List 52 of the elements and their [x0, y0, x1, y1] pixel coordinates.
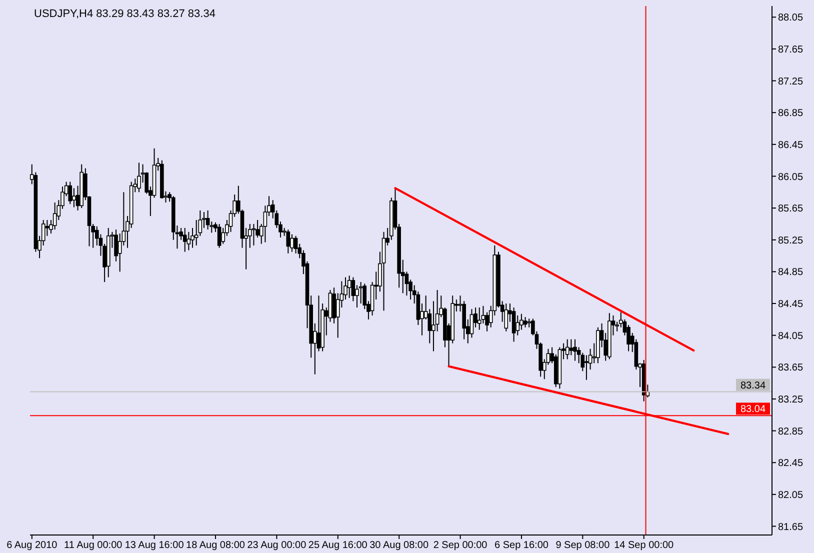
x-tick-label: 2 Sep 00:00	[433, 540, 488, 552]
candlestick	[573, 338, 577, 362]
candlestick	[347, 275, 352, 298]
candlestick	[584, 354, 588, 380]
y-tick-label: 88.05	[778, 12, 804, 24]
y-tick-label: 86.85	[778, 108, 804, 120]
candlestick	[217, 223, 222, 248]
ref-line-label: 83.34	[740, 380, 766, 392]
y-tick-label: 84.45	[778, 299, 804, 310]
candlestick	[290, 234, 294, 252]
y-tick-label: 87.65	[778, 44, 804, 56]
x-tick-label: 11 Aug 00:00	[64, 540, 123, 552]
ref-line-label: 83.04	[740, 404, 766, 416]
candlestick	[565, 338, 570, 360]
y-tick-label: 84.05	[778, 330, 804, 342]
y-tick-label: 82.05	[778, 490, 804, 501]
candlestick	[206, 210, 210, 230]
x-tick-label: 25 Aug 16:00	[308, 540, 368, 552]
x-tick-label: 13 Aug 16:00	[124, 540, 184, 552]
x-tick-label: 23 Aug 00:00	[247, 540, 307, 552]
candlestick	[68, 181, 72, 205]
candlestick	[477, 306, 482, 330]
candlestick	[512, 306, 516, 342]
y-tick-label: 82.45	[778, 458, 804, 470]
candlestick	[72, 188, 76, 208]
x-tick-label: 9 Sep 08:00	[556, 540, 610, 552]
candlestick	[516, 314, 520, 336]
candlestick	[523, 316, 528, 328]
candlestick	[137, 162, 141, 193]
candlestick	[286, 229, 290, 254]
y-tick-label: 85.25	[778, 235, 804, 246]
candlestick	[52, 202, 57, 230]
x-tick-label: 14 Sep 00:00	[614, 540, 674, 552]
x-tick-label: 6 Aug 2010	[6, 540, 58, 552]
y-tick-label: 84.85	[778, 267, 804, 278]
x-tick-label: 30 Aug 08:00	[370, 540, 429, 552]
candlestick	[569, 338, 574, 356]
candlestick	[294, 235, 298, 254]
y-tick-label: 82.85	[778, 426, 804, 438]
candlestick	[186, 231, 191, 251]
y-tick-label: 86.45	[778, 140, 804, 151]
y-tick-label: 87.25	[778, 76, 804, 88]
x-tick-label: 6 Sep 16:00	[494, 540, 549, 552]
y-tick-label: 85.65	[778, 204, 804, 215]
y-tick-label: 83.25	[778, 394, 804, 406]
y-tick-label: 81.65	[778, 522, 804, 533]
candlestick	[182, 227, 187, 252]
chart-title: USDJPY,H4 83.29 83.43 83.27 83.34	[34, 8, 216, 20]
x-tick-label: 18 Aug 08:00	[186, 540, 246, 552]
y-tick-label: 86.05	[778, 172, 804, 183]
candlestick	[504, 303, 508, 332]
y-tick-label: 83.65	[778, 362, 804, 374]
